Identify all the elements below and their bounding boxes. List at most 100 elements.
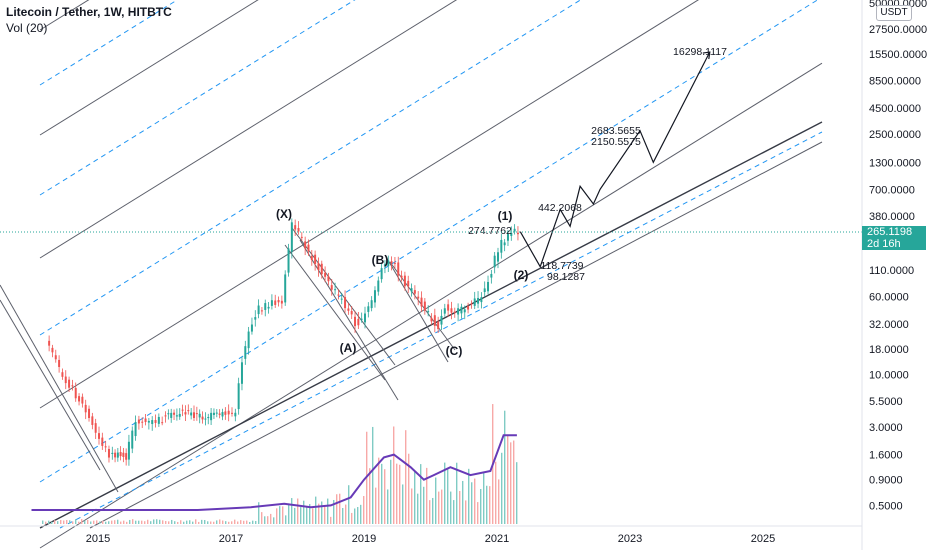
current-price-tag: 265.1198 2d 16h: [862, 226, 926, 250]
candle-body: [314, 254, 317, 264]
price-tick-label: 15500.0000: [869, 49, 927, 61]
candle-body: [373, 290, 376, 303]
channel-lines: [39, 0, 823, 549]
volume-bar: [306, 506, 308, 524]
volume-bar: [336, 494, 338, 524]
candle-body: [187, 410, 190, 412]
volume-bar: [237, 521, 239, 524]
candle-body: [131, 430, 134, 449]
volume-bar: [198, 521, 200, 524]
volume-bar: [324, 506, 326, 524]
volume-bar: [417, 493, 419, 524]
candle-body: [460, 306, 463, 314]
volume-bar: [309, 504, 311, 524]
volume-bar: [483, 472, 485, 524]
volume-bar: [321, 501, 323, 524]
time-axis[interactable]: 2015 2017 2019 2021 2023 2025: [86, 533, 775, 545]
volume-bar: [498, 479, 500, 524]
candle-body: [234, 412, 237, 417]
volume-bars: [42, 404, 518, 524]
volume-bar: [384, 469, 386, 524]
volume-bar: [141, 520, 143, 524]
volume-bar: [378, 457, 380, 524]
candle-body: [48, 340, 51, 346]
candle-body: [410, 288, 413, 292]
volume-bar: [396, 463, 398, 524]
correction-line-5: [384, 254, 449, 363]
volume-bar: [408, 453, 410, 524]
volume-bar: [159, 519, 161, 524]
candle-body: [330, 285, 333, 290]
candles: [48, 218, 519, 466]
volume-bar: [282, 506, 284, 524]
candle-body: [347, 308, 350, 311]
volume-bar: [126, 521, 128, 524]
price-axis[interactable]: 50000.000027500.000015500.00008500.00004…: [869, 0, 927, 512]
volume-bar: [504, 410, 506, 524]
volume-bar: [51, 521, 53, 524]
currency-button[interactable]: USDT: [876, 5, 912, 21]
volume-bar: [453, 500, 455, 524]
volume-bar: [426, 467, 428, 524]
volume-bar: [270, 513, 272, 524]
volume-bar: [144, 521, 146, 524]
candle-body: [506, 233, 509, 241]
volume-bar: [303, 500, 305, 524]
price-tick-label: 0.9000: [869, 475, 903, 487]
price-tick-label: 380.0000: [869, 211, 915, 223]
candle-body: [190, 412, 193, 416]
candle-body: [104, 446, 107, 448]
candle-body: [175, 415, 178, 417]
candle-body: [195, 413, 198, 415]
candle-body: [413, 290, 416, 294]
candle-body: [284, 274, 287, 303]
candle-body: [500, 239, 503, 253]
price-annotation: 118.7739: [540, 260, 583, 272]
wave-label: (X): [276, 207, 292, 221]
candle-body: [340, 298, 343, 300]
candle-body: [260, 310, 263, 312]
candle-body: [207, 417, 210, 419]
volume-bar: [372, 426, 374, 524]
candle-body: [364, 313, 366, 323]
candle-body: [215, 412, 218, 414]
volume-bar: [405, 430, 407, 524]
volume-bar: [153, 519, 155, 524]
candle-body: [201, 416, 204, 420]
volume-bar: [132, 519, 134, 524]
candle-body: [307, 244, 310, 252]
candle-body: [224, 411, 227, 415]
candle-body: [300, 236, 303, 238]
volume-bar: [267, 516, 269, 524]
volume-bar: [444, 462, 446, 524]
candle-body: [61, 372, 64, 377]
volume-indicator-label[interactable]: Vol (20): [6, 21, 48, 35]
volume-bar: [480, 489, 482, 524]
candle-body: [68, 379, 71, 388]
channel-midline-3: [39, 0, 179, 86]
volume-bar: [42, 520, 44, 524]
candle-body: [443, 308, 446, 314]
volume-bar: [339, 493, 341, 524]
price-tick-label: 4500.0000: [869, 103, 921, 115]
volume-bar: [72, 521, 74, 524]
candle-body: [367, 306, 370, 312]
volume-bar: [216, 520, 218, 524]
candle-body: [516, 232, 519, 235]
candle-body: [497, 252, 499, 262]
candle-body: [78, 396, 81, 402]
chart-title: Litecoin / Tether, 1W, HITBTC: [6, 5, 172, 19]
candle-body: [457, 308, 460, 315]
volume-bar: [456, 462, 458, 524]
candle-body: [116, 452, 119, 458]
chart-legend: Litecoin / Tether, 1W, HITBTC Vol (20): [6, 4, 172, 36]
volume-bar: [390, 459, 392, 524]
volume-ma-line: [31, 434, 517, 511]
volume-bar: [240, 520, 242, 524]
candle-body: [58, 359, 61, 367]
volume-bar: [60, 520, 62, 524]
candle-body: [170, 412, 173, 418]
price-annotation: 16298.1117: [673, 46, 727, 58]
volume-bar: [276, 508, 278, 524]
